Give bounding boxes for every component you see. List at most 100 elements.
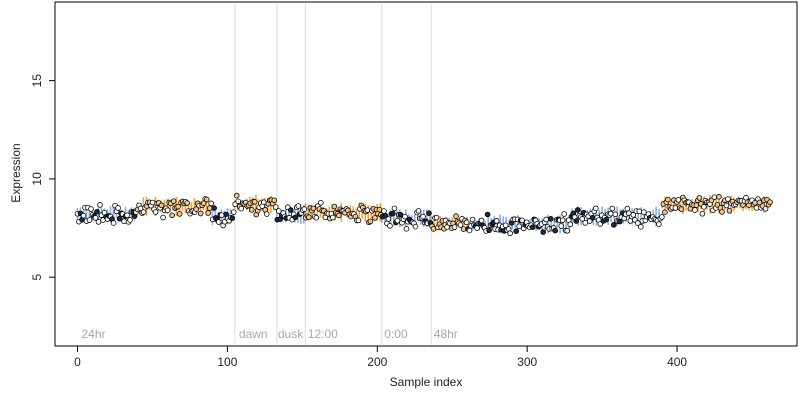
data-point	[230, 209, 237, 215]
data-point	[402, 213, 408, 220]
data-point	[558, 223, 565, 229]
x-tick-label-3: 300	[517, 355, 537, 369]
data-point	[662, 209, 668, 215]
data-point	[612, 211, 619, 218]
data-point	[610, 222, 617, 228]
data-point	[463, 219, 470, 226]
data-point	[208, 200, 214, 207]
data-point	[547, 216, 554, 222]
data-point	[678, 206, 685, 212]
data-point	[229, 215, 236, 221]
data-point	[420, 213, 426, 220]
data-point	[519, 217, 525, 224]
data-point	[394, 217, 401, 224]
data-point	[430, 226, 437, 232]
data-point	[635, 220, 641, 226]
data-point	[92, 215, 99, 221]
data-point	[699, 210, 706, 217]
data-point	[152, 209, 159, 215]
data-point	[313, 214, 320, 221]
data-point	[197, 210, 204, 217]
data-point	[592, 205, 599, 212]
data-point	[288, 207, 294, 213]
data-point	[762, 206, 769, 212]
data-point	[215, 219, 222, 225]
data-point	[310, 205, 317, 212]
data-point	[564, 227, 571, 234]
data-point	[331, 203, 338, 210]
data-point	[540, 229, 546, 235]
data-point	[753, 205, 760, 211]
data-point	[607, 210, 614, 217]
data-point	[567, 221, 574, 228]
period-lines	[234, 3, 432, 345]
data-point	[711, 194, 718, 200]
data-point	[121, 218, 127, 225]
data-point	[665, 196, 671, 203]
data-point	[372, 215, 378, 221]
period-label-2: dusk	[278, 327, 304, 341]
data-point	[94, 208, 100, 215]
data-point	[692, 207, 698, 213]
period-label-5: 48hr	[434, 327, 458, 341]
data-point	[609, 205, 616, 212]
data-point	[433, 214, 440, 221]
plot-frame	[54, 1, 798, 347]
data-point	[364, 207, 371, 213]
data-point	[451, 224, 458, 230]
data-point	[474, 225, 480, 231]
x-tick-label-1: 100	[217, 355, 237, 369]
data-point	[559, 217, 566, 224]
data-point	[638, 223, 644, 230]
data-point	[701, 204, 707, 210]
data-point	[589, 214, 596, 221]
data-point	[582, 220, 589, 226]
data-point	[330, 214, 336, 221]
period-label-1: dawn	[239, 327, 268, 341]
data-point	[719, 209, 725, 215]
data-point	[723, 202, 730, 209]
data-point	[306, 214, 312, 221]
y-tick-label-0: 5	[30, 274, 44, 281]
data-point	[387, 223, 393, 229]
y-tick-label-1: 10	[30, 172, 44, 186]
data-point	[355, 217, 362, 224]
data-point	[675, 196, 682, 203]
data-point	[469, 216, 476, 223]
data-point	[457, 222, 464, 228]
data-point	[767, 199, 773, 205]
data-point	[97, 202, 103, 208]
period-label-3: 12:00	[308, 327, 338, 341]
data-point	[336, 212, 342, 219]
data-point	[624, 205, 631, 212]
data-point	[453, 213, 459, 219]
data-point	[116, 215, 123, 222]
data-point	[603, 216, 610, 223]
data-point	[415, 208, 422, 214]
data-point	[659, 214, 665, 220]
y-tick-label-2: 15	[30, 74, 44, 88]
data-point	[672, 205, 679, 211]
data-point	[271, 197, 278, 204]
data-point	[292, 214, 299, 221]
period-label-0: 24hr	[81, 327, 105, 341]
data-point	[573, 218, 580, 224]
data-point	[80, 212, 87, 219]
data-point	[725, 196, 731, 202]
data-point	[160, 214, 166, 221]
data-point	[484, 211, 491, 218]
data-point	[86, 217, 93, 223]
y-axis: 5 10 15	[30, 74, 55, 281]
data-point	[716, 194, 722, 200]
data-points	[74, 192, 773, 237]
data-point	[175, 203, 181, 210]
data-point	[726, 207, 733, 214]
data-point	[696, 195, 703, 201]
x-tick-label-2: 200	[367, 355, 387, 369]
data-point	[516, 223, 522, 230]
data-point	[206, 205, 213, 211]
data-point	[272, 204, 279, 210]
data-point	[552, 227, 558, 234]
data-point	[211, 205, 217, 211]
